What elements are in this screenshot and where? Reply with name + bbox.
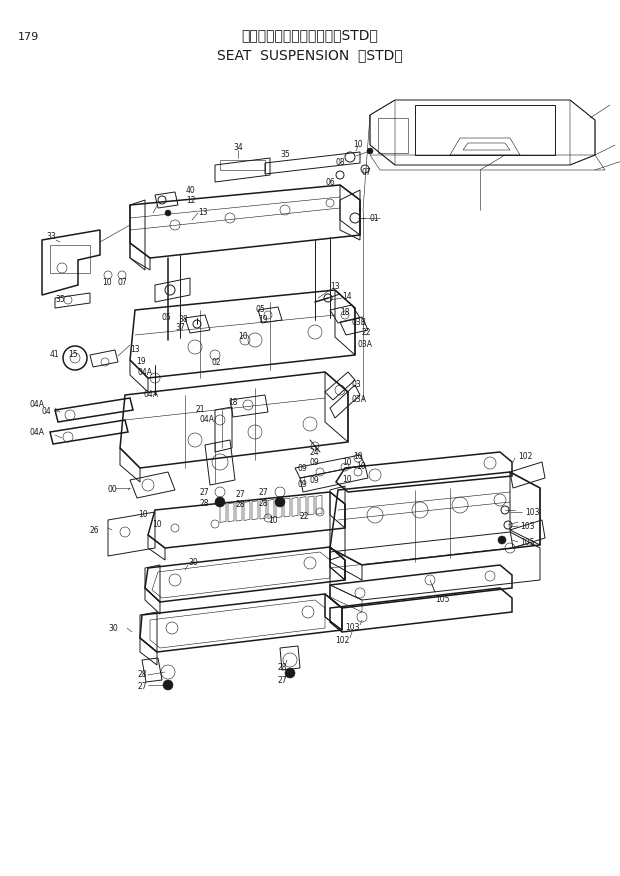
Text: 30: 30 <box>188 558 198 567</box>
Text: 102: 102 <box>335 636 350 645</box>
Text: 10: 10 <box>102 278 112 287</box>
Text: 10: 10 <box>342 458 352 467</box>
Text: 03A: 03A <box>358 340 373 349</box>
Text: 28: 28 <box>278 663 288 672</box>
Text: 19: 19 <box>136 357 146 366</box>
Text: 09: 09 <box>298 464 308 473</box>
Text: 102: 102 <box>518 452 533 461</box>
Text: 105: 105 <box>435 595 449 604</box>
Text: 10: 10 <box>353 452 363 461</box>
Text: 28: 28 <box>200 499 210 508</box>
Text: 09: 09 <box>310 458 320 467</box>
Text: 30: 30 <box>108 624 118 633</box>
Text: 05: 05 <box>162 313 172 322</box>
Text: 03A: 03A <box>352 395 367 404</box>
Text: 105: 105 <box>520 538 534 547</box>
Text: 24: 24 <box>310 448 320 457</box>
Text: 04A: 04A <box>30 428 45 437</box>
Text: シートサスペンション　（STD）: シートサスペンション （STD） <box>242 28 378 42</box>
Text: 12: 12 <box>186 196 195 205</box>
Text: 27: 27 <box>278 676 288 685</box>
Text: 08: 08 <box>336 158 345 167</box>
Text: 19: 19 <box>258 315 268 324</box>
Text: 10: 10 <box>238 332 247 341</box>
Text: 103: 103 <box>520 522 534 531</box>
Text: 27: 27 <box>235 490 245 499</box>
Circle shape <box>498 536 506 544</box>
Circle shape <box>165 210 171 216</box>
Circle shape <box>275 497 285 507</box>
Text: 10: 10 <box>268 516 278 525</box>
Text: 21: 21 <box>195 405 205 414</box>
Text: 02: 02 <box>212 358 221 367</box>
Text: 03: 03 <box>352 380 361 389</box>
Text: 06: 06 <box>325 178 335 187</box>
Text: 34: 34 <box>233 143 243 152</box>
Text: 33: 33 <box>46 232 56 241</box>
Text: 38: 38 <box>178 315 188 324</box>
Text: 05: 05 <box>255 305 265 314</box>
Text: 00: 00 <box>108 485 118 494</box>
Circle shape <box>163 680 173 690</box>
Text: 10: 10 <box>138 510 148 519</box>
Text: 13: 13 <box>198 208 208 217</box>
Text: 01: 01 <box>370 214 379 223</box>
Text: 09: 09 <box>310 476 320 485</box>
Text: 27: 27 <box>200 488 210 497</box>
Text: 37: 37 <box>175 323 185 332</box>
Text: 22: 22 <box>362 328 371 337</box>
Text: 22: 22 <box>300 512 309 521</box>
Bar <box>415 105 555 155</box>
Text: 41: 41 <box>50 350 60 359</box>
Text: 07: 07 <box>362 168 372 177</box>
Text: 35: 35 <box>55 295 64 304</box>
Text: 103: 103 <box>525 508 539 517</box>
Text: 04A: 04A <box>30 400 45 409</box>
Text: 14: 14 <box>342 292 352 301</box>
Text: 04A: 04A <box>143 390 158 399</box>
Text: 13: 13 <box>130 345 140 354</box>
Text: 18: 18 <box>228 398 237 407</box>
Text: 15: 15 <box>68 350 78 359</box>
Text: 26: 26 <box>90 526 100 535</box>
Text: 10: 10 <box>152 520 162 529</box>
Text: 28: 28 <box>259 499 268 508</box>
Text: SEAT  SUSPENSION  〈STD〉: SEAT SUSPENSION 〈STD〉 <box>217 48 403 62</box>
Text: 03B: 03B <box>352 318 367 327</box>
Text: 04A: 04A <box>200 415 215 424</box>
Circle shape <box>215 497 225 507</box>
Bar <box>220 160 265 170</box>
Text: 40: 40 <box>186 186 196 195</box>
Text: 27: 27 <box>138 682 148 691</box>
Text: 04: 04 <box>42 407 51 416</box>
Text: 27: 27 <box>259 488 268 497</box>
Text: 18: 18 <box>340 308 350 317</box>
Bar <box>378 118 408 153</box>
Text: 28: 28 <box>138 670 148 679</box>
Text: 179: 179 <box>18 32 39 42</box>
Text: 28: 28 <box>235 500 244 509</box>
Text: 10: 10 <box>342 475 352 484</box>
Circle shape <box>367 148 373 154</box>
Text: 103: 103 <box>345 623 360 632</box>
Bar <box>50 245 90 273</box>
Circle shape <box>285 668 295 678</box>
Text: 07: 07 <box>118 278 128 287</box>
Text: 10: 10 <box>353 140 363 149</box>
Text: 13: 13 <box>330 282 340 291</box>
Text: 04A: 04A <box>138 368 153 377</box>
Text: 10: 10 <box>356 462 366 471</box>
Text: 35: 35 <box>280 150 290 159</box>
Text: 09: 09 <box>298 480 308 489</box>
